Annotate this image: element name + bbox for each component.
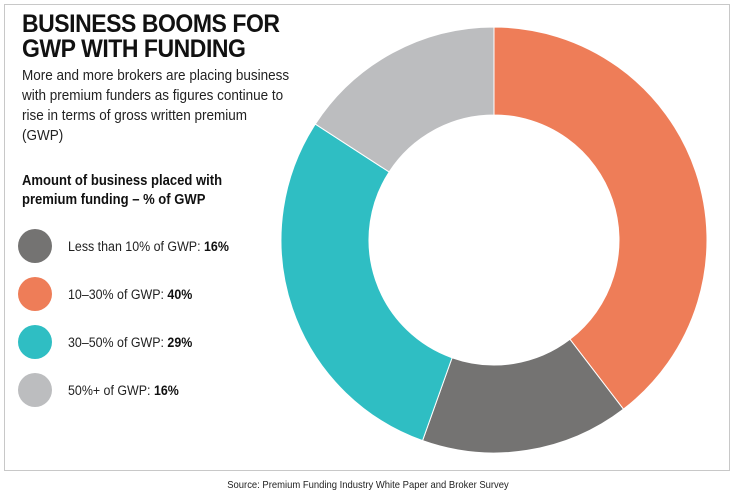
donut-slice-2 [280, 123, 453, 442]
chart-title: BUSINESS BOOMS FOR GWP WITH FUNDING [22, 10, 280, 63]
legend-swatch [18, 325, 52, 359]
source-note: Source: Premium Funding Industry White P… [227, 479, 509, 491]
legend-label: 50%+ of GWP: 16% [68, 382, 179, 398]
donut-slice-3 [314, 26, 495, 173]
legend-swatch [18, 373, 52, 407]
legend-swatch [18, 229, 52, 263]
chart-frame [4, 4, 730, 471]
legend-title: Amount of business placed with premium f… [22, 173, 223, 208]
legend-label: 30–50% of GWP: 29% [68, 334, 193, 350]
donut-slice-0 [493, 26, 708, 410]
legend-label: Less than 10% of GWP: 16% [68, 238, 229, 254]
legend-swatch [18, 277, 52, 311]
legend-item-50-plus: 50%+ of GWP: 16% [18, 370, 278, 410]
legend-item-10-30: 10–30% of GWP: 40% [18, 274, 278, 314]
legend-label: 10–30% of GWP: 40% [68, 286, 193, 302]
legend-item-30-50: 30–50% of GWP: 29% [18, 322, 278, 362]
chart-subtitle: More and more brokers are placing busine… [22, 67, 290, 144]
legend-item-less-than-10: Less than 10% of GWP: 16% [18, 226, 278, 266]
